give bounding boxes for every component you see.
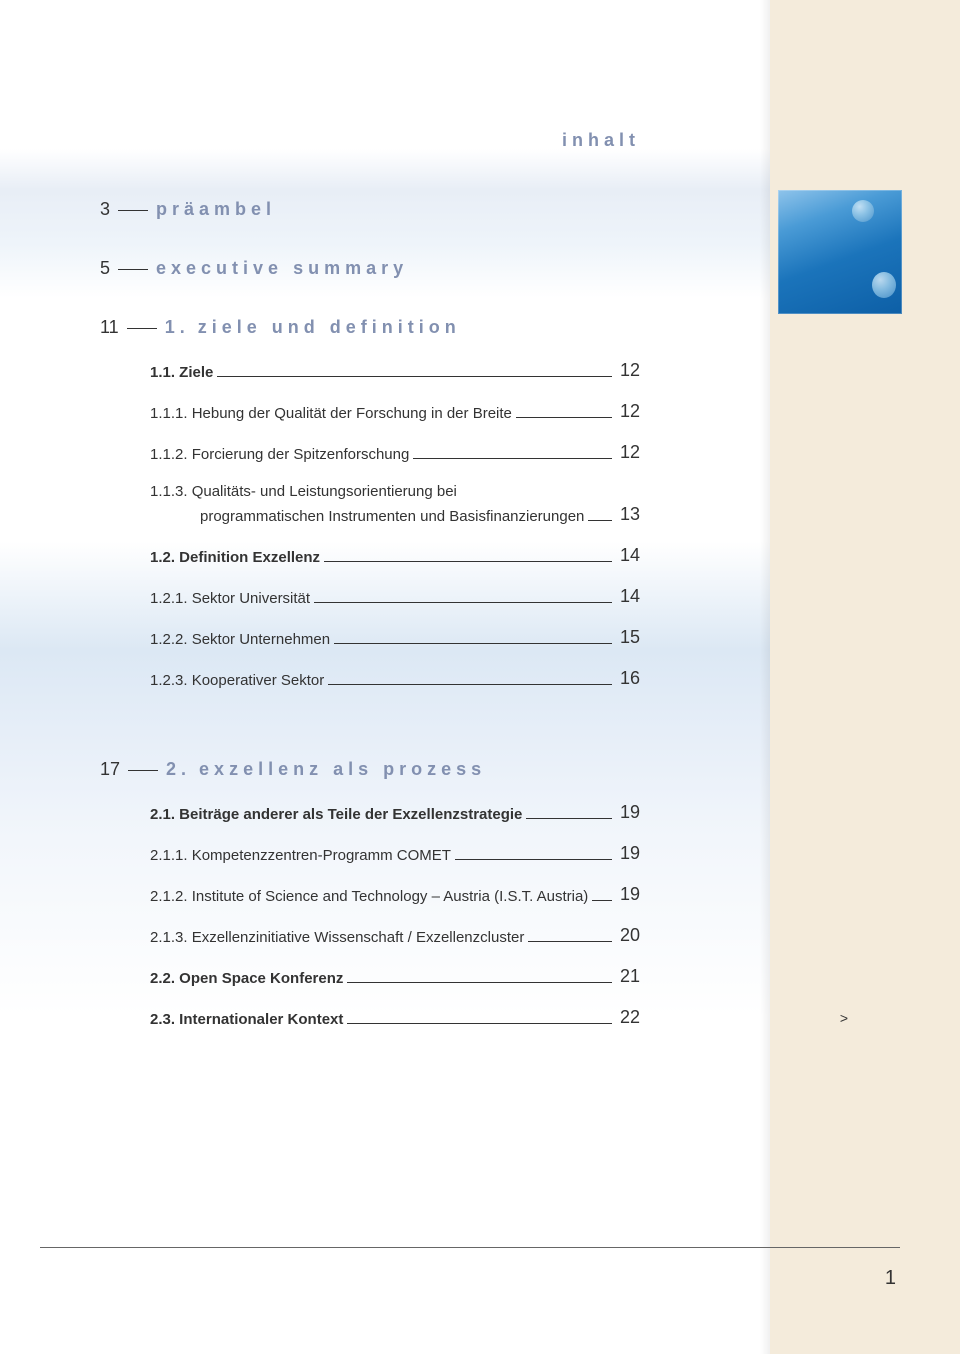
leader-line (347, 1023, 612, 1024)
entry-page: 12 (620, 401, 640, 422)
toc-entry: 1.2. Definition Exzellenz 14 (150, 545, 640, 566)
toc-entry-multiline: 1.1.3. Qualitäts- und Leistungsorientier… (150, 483, 640, 525)
toc-entry: 2.2. Open Space Konferenz 21 (150, 966, 640, 987)
entry-page: 22 (620, 1007, 640, 1028)
water-drop-icon (852, 200, 874, 222)
entry-label: 1.2. Definition Exzellenz (150, 549, 320, 566)
entry-page: 14 (620, 586, 640, 607)
entries-ziele: 1.1. Ziele 12 1.1.1. Hebung der Qualität… (150, 360, 640, 689)
section-header-exzellenz: 17 2. exzellenz als prozess (100, 759, 770, 780)
section-header-praeambel: 3 präambel (100, 199, 770, 220)
entry-page: 20 (620, 925, 640, 946)
entry-label: 1.1.1. Hebung der Qualität der Forschung… (150, 405, 512, 422)
leader-short (118, 210, 148, 211)
leader-line (328, 684, 612, 685)
section-page: 3 (100, 199, 110, 220)
toc-entry: 1.2.2. Sektor Unternehmen 15 (150, 627, 640, 648)
leader-line (347, 982, 612, 983)
leader-line (592, 900, 612, 901)
section-header-ziele: 11 1. ziele und definition (100, 317, 770, 338)
entries-exzellenz: 2.1. Beiträge anderer als Teile der Exze… (150, 802, 640, 1028)
section-label: executive summary (156, 258, 408, 279)
toc-content: inhalt 3 präambel 5 executive summary 11… (0, 0, 770, 1354)
chapter-number: 2. (166, 759, 191, 780)
chapter-number: 1. (165, 317, 190, 338)
entry-page: 13 (620, 504, 640, 525)
toc-entry: 2.1.2. Institute of Science and Technolo… (150, 884, 640, 905)
entry-label-line1: 1.1.3. Qualitäts- und Leistungsorientier… (150, 483, 640, 500)
leader-line (526, 818, 612, 819)
leader-short (127, 328, 157, 329)
leader-line (455, 859, 612, 860)
leader-short (118, 269, 148, 270)
leader-line (588, 520, 612, 521)
section-page: 5 (100, 258, 110, 279)
entry-page: 19 (620, 884, 640, 905)
section-header-executive-summary: 5 executive summary (100, 258, 770, 279)
toc-entry: 2.1.3. Exzellenzinitiative Wissenschaft … (150, 925, 640, 946)
entry-page: 15 (620, 627, 640, 648)
toc-entry: 2.3. Internationaler Kontext 22 (150, 1007, 640, 1028)
entry-page: 21 (620, 966, 640, 987)
toc-entry: 2.1. Beiträge anderer als Teile der Exze… (150, 802, 640, 823)
toc-entry: 1.2.1. Sektor Universität 14 (150, 586, 640, 607)
page-title: inhalt (0, 130, 770, 151)
water-drop-icon (872, 272, 896, 298)
leader-line (324, 561, 612, 562)
entry-label-line2: programmatischen Instrumenten und Basisf… (150, 508, 584, 525)
leader-line (314, 602, 612, 603)
entry-label: 2.1.3. Exzellenzinitiative Wissenschaft … (150, 929, 524, 946)
entry-label: 1.1.2. Forcierung der Spitzenforschung (150, 446, 409, 463)
toc-entry: 1.1.2. Forcierung der Spitzenforschung 1… (150, 442, 640, 463)
entry-label: 1.2.2. Sektor Unternehmen (150, 631, 330, 648)
entry-label: 1.1. Ziele (150, 364, 213, 381)
entry-label: 1.2.3. Kooperativer Sektor (150, 672, 324, 689)
leader-line (528, 941, 612, 942)
entry-label: 2.1.2. Institute of Science and Technolo… (150, 888, 588, 905)
entry-page: 19 (620, 802, 640, 823)
leader-line (334, 643, 612, 644)
section-page: 11 (100, 317, 119, 338)
entry-page: 12 (620, 360, 640, 381)
leader-line (217, 376, 612, 377)
leader-line (413, 458, 612, 459)
toc-entry: 1.1.1. Hebung der Qualität der Forschung… (150, 401, 640, 422)
toc-entry: 2.1.1. Kompetenzzentren-Programm COMET 1… (150, 843, 640, 864)
section-label: ziele und definition (198, 317, 461, 338)
continue-marker: > (840, 1010, 848, 1026)
entry-page: 19 (620, 843, 640, 864)
leader-line (516, 417, 612, 418)
entry-label: 1.2.1. Sektor Universität (150, 590, 310, 607)
entry-page: 14 (620, 545, 640, 566)
section-label: präambel (156, 199, 276, 220)
section-page: 17 (100, 759, 120, 780)
entry-label: 2.1. Beiträge anderer als Teile der Exze… (150, 806, 522, 823)
toc-entry: 1.1. Ziele 12 (150, 360, 640, 381)
entry-label: 2.3. Internationaler Kontext (150, 1011, 343, 1028)
footer-rule (40, 1247, 900, 1248)
leader-short (128, 770, 158, 771)
decorative-photo (778, 190, 902, 314)
footer-page-number: 1 (885, 1267, 896, 1290)
entry-page: 12 (620, 442, 640, 463)
entry-label: 2.1.1. Kompetenzzentren-Programm COMET (150, 847, 451, 864)
entry-page: 16 (620, 668, 640, 689)
entry-label: 2.2. Open Space Konferenz (150, 970, 343, 987)
toc-entry: 1.2.3. Kooperativer Sektor 16 (150, 668, 640, 689)
section-label: exzellenz als prozess (199, 759, 486, 780)
